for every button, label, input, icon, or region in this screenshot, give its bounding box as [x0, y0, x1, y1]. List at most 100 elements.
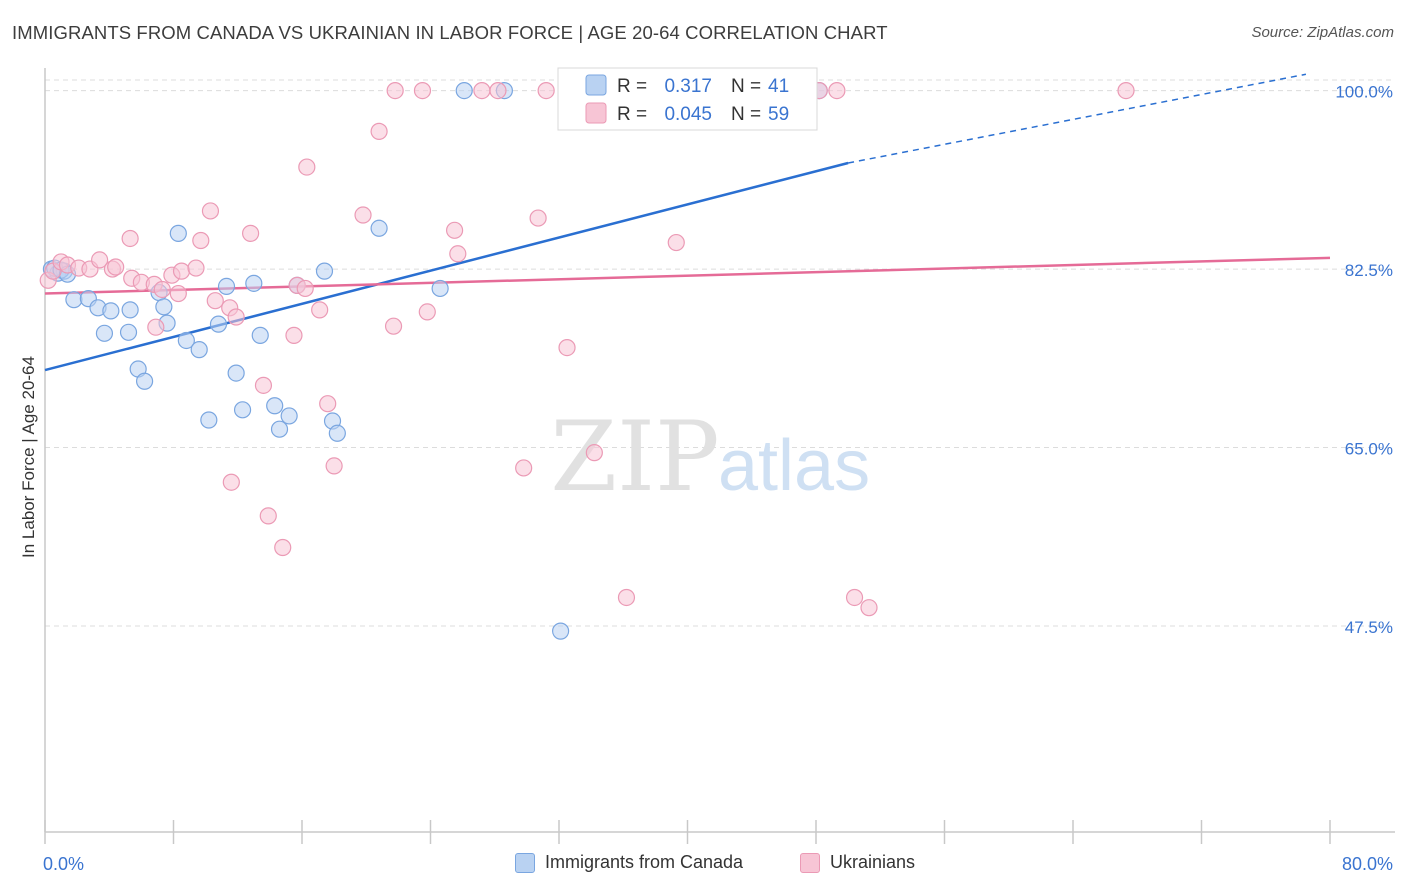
grid-layer — [45, 79, 1395, 627]
y-axis-label: In Labor Force | Age 20-64 — [19, 356, 38, 558]
canada-point — [233, 401, 252, 419]
legend-label-canada: Immigrants from Canada — [545, 852, 744, 872]
ukrainian-point — [413, 81, 432, 100]
canada-point — [155, 298, 173, 316]
ukrainian-point — [325, 457, 343, 475]
legend-label-ukrainians: Ukrainians — [830, 852, 916, 872]
ukrainian-point — [298, 158, 316, 176]
watermark: ZIP atlas — [550, 401, 870, 513]
chart-source: Source: ZipAtlas.com — [1251, 24, 1394, 41]
legend-r-value-canada: 0.317 — [664, 76, 712, 97]
y-tick-label: 47.5% — [1345, 618, 1393, 637]
ukrainian-point — [227, 308, 245, 326]
ukrainian-point — [860, 599, 878, 617]
ukrainian-point — [285, 326, 303, 344]
ukrainian-point — [386, 81, 404, 100]
ukrainian-point — [515, 459, 533, 477]
legend-n-value-canada: 41 — [768, 76, 789, 97]
canada-point — [121, 301, 139, 319]
ukrainian-point — [172, 262, 191, 280]
ukrainian-point — [354, 206, 372, 224]
ukrainian-point — [489, 81, 507, 100]
ukrainian-point — [473, 81, 491, 100]
canada-point — [270, 420, 289, 438]
ukrainian-point — [147, 318, 165, 336]
legend-r-label-ukrainians: R = — [617, 104, 647, 125]
legend-top: R = 0.317 N = 41 R = 0.045 N = 59 — [557, 67, 818, 131]
ukrainian-point — [319, 395, 337, 413]
ukrainian-point — [845, 588, 864, 607]
ukrainian-point — [296, 279, 314, 298]
canada-point — [315, 262, 334, 280]
x-tick-label: 80.0% — [1342, 854, 1393, 874]
canada-trend-line — [44, 161, 849, 372]
ukrainian-point — [259, 507, 277, 525]
ukrainian-trend-line — [44, 256, 1331, 295]
legend-r-value-ukrainians: 0.045 — [664, 104, 712, 125]
ukrainian-point — [222, 473, 240, 491]
legend-item-canada[interactable]: Immigrants from Canada — [515, 852, 743, 873]
canada-point — [245, 274, 263, 292]
ukrainian-point — [585, 444, 603, 462]
canada-point — [190, 341, 208, 359]
tick-labels: 100.0% 82.5% 65.0% 47.5% 0.0% 80.0% — [43, 83, 1393, 874]
ukrainian-point — [1117, 81, 1135, 100]
canada-point — [169, 224, 187, 242]
ukrainian-point — [370, 122, 388, 140]
y-tick-label: 82.5% — [1345, 261, 1393, 280]
ukrainian-point — [201, 202, 220, 220]
ukrainian-point — [311, 301, 329, 319]
canada-point — [135, 372, 154, 390]
legend-swatch-canada-bottom — [515, 852, 535, 873]
watermark-zip: ZIP — [550, 401, 719, 513]
ukrainian-point — [187, 259, 205, 277]
x-tick-label: 0.0% — [43, 854, 84, 874]
ukrainian-point — [169, 284, 187, 303]
ukrainian-point — [254, 376, 273, 394]
axis-layer — [44, 68, 1395, 844]
ukrainian-point — [206, 292, 224, 310]
ukrainian-point — [617, 588, 636, 607]
canada-point — [431, 279, 449, 298]
ukrainian-point — [274, 538, 292, 557]
canada-point — [280, 407, 298, 425]
legend-n-label-ukrainians: N = — [731, 104, 761, 125]
ukrainian-point — [192, 231, 210, 250]
ukrainian-point — [537, 81, 555, 100]
legend-item-ukrainians[interactable]: Ukrainians — [800, 852, 915, 873]
y-tick-label: 65.0% — [1345, 440, 1393, 459]
canada-point — [95, 324, 114, 342]
ukrainian-point — [529, 209, 547, 227]
canada-point — [217, 277, 236, 296]
canada-trend-extension — [847, 73, 1307, 164]
canada-point — [370, 219, 388, 237]
watermark-atlas: atlas — [718, 426, 870, 506]
legend-r-label-canada: R = — [617, 76, 647, 97]
ukrainian-point — [667, 233, 685, 252]
ukrainian-point — [107, 258, 125, 276]
ukrainian-point — [384, 317, 403, 335]
legend-swatch-canada — [585, 74, 607, 96]
canada-point — [209, 315, 228, 333]
legend-swatch-ukrainians — [585, 102, 607, 124]
y-tick-label: 100.0% — [1335, 83, 1393, 102]
canada-point — [455, 81, 473, 100]
legend-swatch-ukrainians-bottom — [800, 852, 820, 873]
legend-n-value-ukrainians: 59 — [768, 104, 789, 125]
canada-point — [266, 397, 284, 415]
legend-n-label-canada: N = — [731, 76, 761, 97]
canada-point — [552, 622, 570, 640]
ukrainian-point — [828, 81, 846, 100]
ukrainian-point — [558, 339, 576, 357]
ukrainian-point — [153, 280, 171, 299]
canada-point — [200, 411, 218, 429]
canada-point — [177, 331, 195, 350]
legend-bottom: Immigrants from Canada Ukrainians — [0, 850, 1406, 878]
canada-point — [227, 364, 245, 382]
ukrainian-point — [445, 221, 464, 239]
canada-point — [328, 424, 346, 442]
points-layer — [39, 81, 1135, 640]
chart-title: IMMIGRANTS FROM CANADA VS UKRAINIAN IN L… — [12, 22, 888, 43]
ukrainian-point — [449, 245, 467, 263]
